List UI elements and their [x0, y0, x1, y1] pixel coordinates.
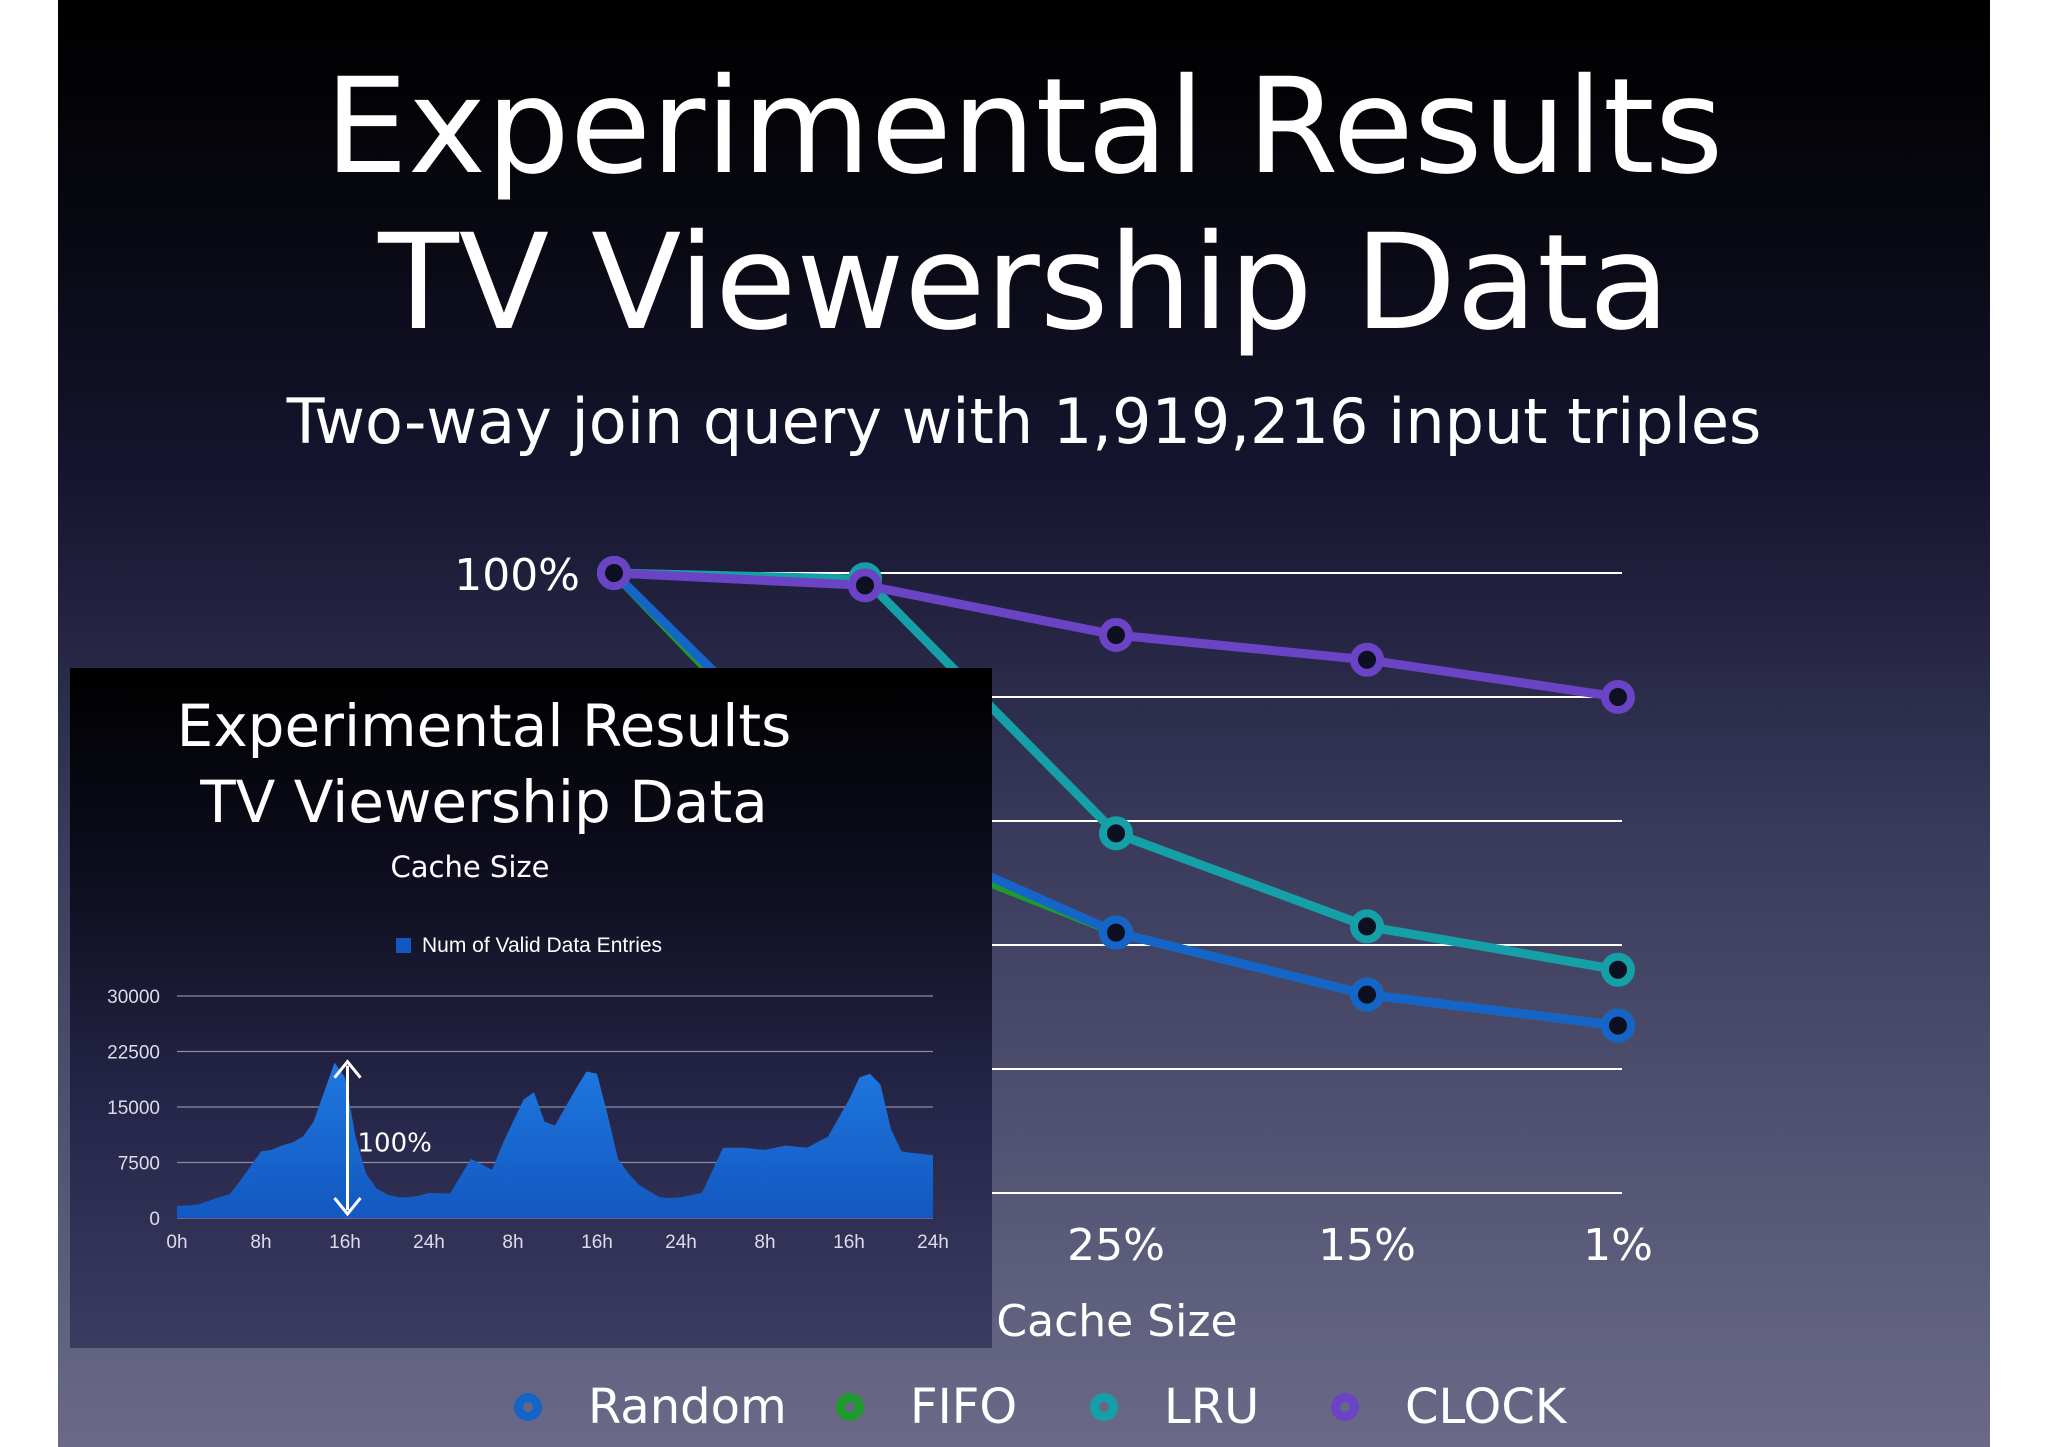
inset-x-tick-label: 8h	[754, 1232, 775, 1253]
legend-marker-icon	[836, 1393, 864, 1421]
inset-y-tick-label: 7500	[118, 1154, 160, 1175]
inset-area-series	[177, 1062, 933, 1218]
inset-chart-panel: Experimental Results TV Viewership Data …	[70, 668, 992, 1348]
series-point-clock	[1601, 680, 1635, 714]
inset-x-tick-label: 24h	[665, 1232, 697, 1253]
series-point-clock	[597, 556, 631, 590]
legend-item-random: Random	[514, 1372, 787, 1442]
main-chart-legend: Random FIFO LRU CLOCK	[58, 1372, 1990, 1442]
inset-x-tick-label: 8h	[250, 1232, 271, 1253]
slide: Experimental Results TV Viewership Data …	[58, 0, 1990, 1447]
inset-x-tick-label: 24h	[917, 1232, 949, 1253]
inset-legend-label: Num of Valid Data Entries	[422, 934, 662, 957]
legend-label: Random	[588, 1379, 787, 1435]
inset-subtitle: Cache Size	[390, 850, 550, 884]
inset-x-tick-label: 16h	[833, 1232, 865, 1253]
inset-y-tick-label: 15000	[107, 1098, 160, 1119]
inset-x-tick-label: 16h	[329, 1232, 361, 1253]
inset-area-chart: Num of Valid Data Entries 0 7500 15000 22500…	[107, 934, 949, 1253]
legend-item-clock: CLOCK	[1331, 1372, 1566, 1442]
inset-y-tick-label: 0	[149, 1209, 160, 1230]
series-point-random	[1601, 1008, 1635, 1043]
inset-x-tick-label: 24h	[413, 1232, 445, 1253]
main-x-tick-label: 15%	[1318, 1220, 1416, 1271]
inset-y-tick-label: 30000	[107, 987, 160, 1008]
main-x-tick-label: 25%	[1067, 1220, 1165, 1271]
arrow-head-down-icon	[333, 1197, 362, 1217]
series-point-clock	[848, 568, 882, 603]
slide-title-line2: TV Viewership Data	[378, 206, 1670, 360]
series-point-random	[1350, 977, 1384, 1012]
main-chart-x-axis-label: Cache Size	[996, 1296, 1238, 1347]
inset-x-tick-label: 0h	[166, 1232, 187, 1253]
inset-x-tick-label: 16h	[581, 1232, 613, 1253]
legend-marker-icon	[1090, 1393, 1118, 1421]
inset-x-tick-label: 8h	[502, 1232, 523, 1253]
legend-marker-icon	[1331, 1393, 1359, 1421]
series-point-lru	[1601, 952, 1635, 987]
arrow-head-up-icon	[333, 1059, 362, 1079]
series-point-random	[1099, 915, 1133, 950]
series-point-clock	[1099, 618, 1133, 652]
legend-marker-icon	[514, 1393, 542, 1421]
inset-title-line1: Experimental Results	[176, 692, 792, 760]
series-point-clock	[1350, 642, 1384, 677]
inset-annotation-label: 100%	[358, 1128, 432, 1158]
legend-label: LRU	[1164, 1379, 1260, 1435]
main-y-tick-label: 100%	[454, 550, 580, 601]
legend-item-fifo: FIFO	[836, 1372, 1017, 1442]
slide-title-line1: Experimental Results	[324, 50, 1724, 204]
series-point-lru	[1099, 816, 1133, 851]
slide-subtitle: Two-way join query with 1,919,216 input …	[286, 385, 1762, 458]
inset-legend-swatch	[396, 938, 411, 953]
inset-title-line2: TV Viewership Data	[200, 768, 768, 836]
legend-label: CLOCK	[1405, 1379, 1567, 1435]
legend-label: FIFO	[910, 1379, 1018, 1435]
inset-y-tick-label: 22500	[107, 1043, 160, 1064]
series-point-lru	[1350, 909, 1384, 944]
legend-item-lru: LRU	[1090, 1372, 1259, 1442]
main-x-tick-label: 1%	[1583, 1220, 1653, 1271]
